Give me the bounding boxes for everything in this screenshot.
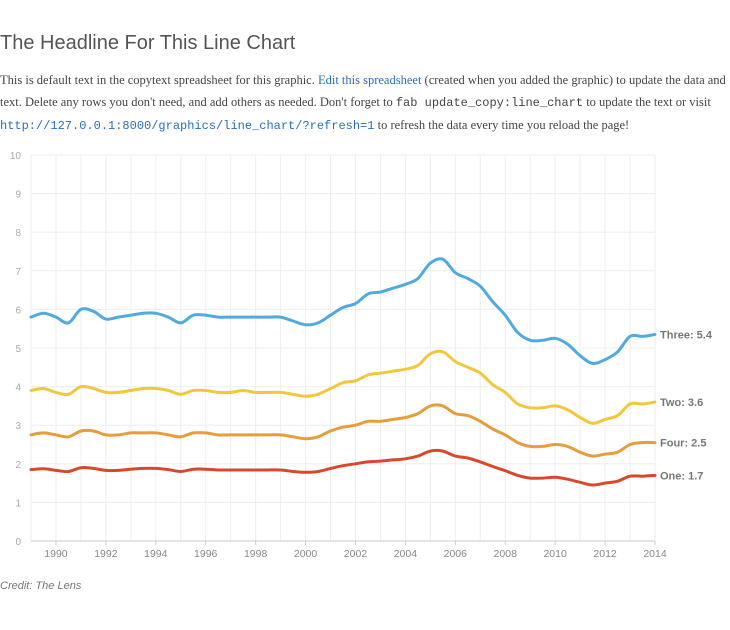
series-label-four: Four: 2.5 bbox=[660, 438, 706, 450]
x-tick-label: 2002 bbox=[344, 548, 368, 560]
x-tick-label: 1990 bbox=[44, 548, 68, 560]
copy-text-4: to refresh the data every time you reloa… bbox=[374, 118, 630, 132]
x-tick-label: 1994 bbox=[144, 548, 168, 560]
line-chart: 0 1 2 3 4 5 6 7 8 9 10 1990 1992 1994 1996 1998 2000 2002… bbox=[10, 151, 713, 560]
y-tick-label: 1 bbox=[15, 498, 21, 509]
x-tick-label: 2006 bbox=[444, 548, 468, 560]
y-tick-label: 7 bbox=[15, 267, 21, 278]
x-tick-label: 2008 bbox=[494, 548, 518, 560]
y-tick-label: 10 bbox=[10, 151, 22, 162]
y-tick-label: 3 bbox=[15, 421, 21, 432]
intro-copy: This is default text in the copytext spr… bbox=[0, 69, 728, 137]
refresh-url: http://127.0.0.1:8000/graphics/line_char… bbox=[0, 119, 375, 133]
y-tick-label: 9 bbox=[15, 190, 21, 201]
x-tick-label: 1996 bbox=[194, 548, 218, 560]
edit-spreadsheet-link[interactable]: Edit this spreadsheet bbox=[317, 73, 422, 87]
series-label-three: Three: 5.4 bbox=[660, 329, 713, 341]
x-tick-label: 2004 bbox=[394, 548, 418, 560]
x-tick-label: 2010 bbox=[543, 548, 567, 560]
x-tick-label: 1992 bbox=[94, 548, 118, 560]
refresh-link[interactable]: http://127.0.0.1:8000/graphics/line_char… bbox=[0, 118, 375, 133]
series-line-four bbox=[29, 403, 657, 458]
copy-text-3: to update the text or visit bbox=[583, 95, 711, 109]
y-tick-label: 8 bbox=[15, 228, 21, 239]
y-tick-label: 4 bbox=[15, 383, 21, 394]
y-tick-label: 2 bbox=[15, 460, 21, 471]
series-line-three bbox=[29, 257, 657, 366]
y-tick-label: 5 bbox=[15, 344, 21, 355]
gridlines bbox=[30, 154, 656, 541]
series-label-two: Two: 3.6 bbox=[660, 397, 703, 409]
series-lines bbox=[29, 257, 657, 487]
series-line-one bbox=[29, 448, 657, 487]
credit-line: Credit: The Lens bbox=[0, 580, 82, 592]
series-labels: Three: 5.4 Two: 3.6 Four: 2.5 One: 1.7 bbox=[660, 329, 713, 482]
axes: 0 1 2 3 4 5 6 7 8 9 10 1990 1992 1994 1996 1998 2000 2002… bbox=[10, 151, 667, 560]
copy-text-1: This is default text in the copytext spr… bbox=[0, 73, 318, 87]
series-label-one: One: 1.7 bbox=[660, 470, 703, 482]
page-title: The Headline For This Line Chart bbox=[0, 32, 296, 54]
x-tick-label: 2012 bbox=[593, 548, 617, 560]
series-line-two bbox=[29, 349, 657, 425]
fab-command: fab update_copy:line_chart bbox=[395, 96, 584, 110]
copy-text-2: (created when you added the graphic) to … bbox=[0, 73, 726, 109]
x-tick-label: 1998 bbox=[244, 548, 268, 560]
y-tick-label: 0 bbox=[15, 537, 21, 548]
x-tick-label: 2014 bbox=[643, 548, 667, 560]
y-tick-label: 6 bbox=[15, 305, 21, 316]
x-tick-label: 2000 bbox=[294, 548, 318, 560]
